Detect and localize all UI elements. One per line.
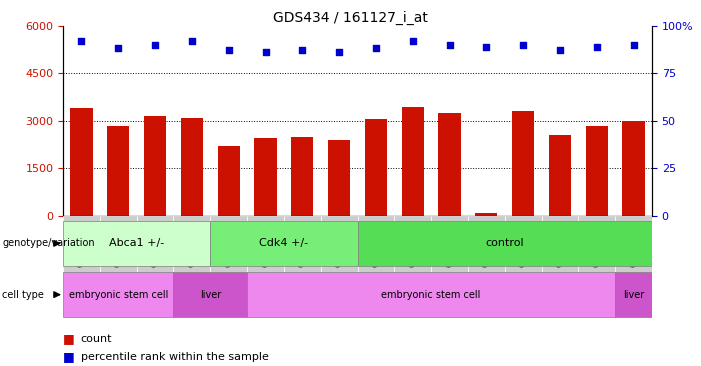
FancyBboxPatch shape xyxy=(505,216,542,274)
Text: liver: liver xyxy=(200,290,221,300)
Point xyxy=(517,42,529,48)
Text: embryonic stem cell: embryonic stem cell xyxy=(381,290,481,300)
Point xyxy=(444,42,455,48)
Point xyxy=(186,38,198,44)
Bar xyxy=(181,117,203,216)
Text: ■: ■ xyxy=(63,332,75,345)
FancyBboxPatch shape xyxy=(247,272,615,317)
FancyBboxPatch shape xyxy=(210,221,358,266)
Text: GSM9279: GSM9279 xyxy=(298,224,307,267)
Text: GSM9278: GSM9278 xyxy=(261,224,270,267)
Bar xyxy=(70,108,93,216)
Text: GSM9271: GSM9271 xyxy=(151,224,160,267)
FancyBboxPatch shape xyxy=(63,221,210,266)
Text: percentile rank within the sample: percentile rank within the sample xyxy=(81,352,268,362)
FancyBboxPatch shape xyxy=(174,216,210,274)
Point xyxy=(554,48,566,53)
FancyBboxPatch shape xyxy=(63,216,100,274)
FancyBboxPatch shape xyxy=(431,216,468,274)
Point xyxy=(223,48,234,53)
Text: count: count xyxy=(81,333,112,344)
FancyBboxPatch shape xyxy=(320,216,358,274)
Text: genotype/variation: genotype/variation xyxy=(2,238,95,249)
Text: GSM9273: GSM9273 xyxy=(408,224,417,267)
Text: GSM9272: GSM9272 xyxy=(372,224,381,267)
FancyBboxPatch shape xyxy=(394,216,431,274)
Text: GSM9275: GSM9275 xyxy=(482,224,491,267)
Text: GSM9270: GSM9270 xyxy=(114,224,123,267)
FancyBboxPatch shape xyxy=(137,216,174,274)
FancyBboxPatch shape xyxy=(247,216,284,274)
Point xyxy=(260,49,271,55)
Point xyxy=(334,49,345,55)
FancyBboxPatch shape xyxy=(578,216,615,274)
Point xyxy=(113,45,124,51)
FancyBboxPatch shape xyxy=(284,216,320,274)
Bar xyxy=(402,107,423,216)
Point xyxy=(481,44,492,49)
Text: GSM9269: GSM9269 xyxy=(77,224,86,267)
Bar xyxy=(292,137,313,216)
Text: GSM9282: GSM9282 xyxy=(629,224,638,267)
Point xyxy=(591,44,602,49)
Text: GSM9276: GSM9276 xyxy=(519,224,528,267)
Bar xyxy=(144,116,166,216)
FancyBboxPatch shape xyxy=(210,216,247,274)
Bar xyxy=(586,126,608,216)
FancyBboxPatch shape xyxy=(174,272,247,317)
Bar xyxy=(254,138,277,216)
Point xyxy=(297,48,308,53)
Text: embryonic stem cell: embryonic stem cell xyxy=(69,290,168,300)
FancyBboxPatch shape xyxy=(358,221,652,266)
Bar xyxy=(439,113,461,216)
FancyBboxPatch shape xyxy=(615,216,652,274)
Point xyxy=(370,45,381,51)
Text: Cdk4 +/-: Cdk4 +/- xyxy=(259,238,308,249)
Bar xyxy=(549,135,571,216)
Bar xyxy=(622,121,645,216)
Text: GSM9283: GSM9283 xyxy=(187,224,196,267)
FancyBboxPatch shape xyxy=(615,272,652,317)
Text: liver: liver xyxy=(623,290,644,300)
Point xyxy=(149,42,161,48)
FancyBboxPatch shape xyxy=(100,216,137,274)
Text: GDS434 / 161127_i_at: GDS434 / 161127_i_at xyxy=(273,11,428,25)
Point xyxy=(76,38,87,44)
FancyBboxPatch shape xyxy=(63,272,174,317)
Bar xyxy=(218,146,240,216)
Bar xyxy=(107,126,129,216)
FancyBboxPatch shape xyxy=(358,216,394,274)
Text: GSM9277: GSM9277 xyxy=(555,224,564,267)
Text: GSM9274: GSM9274 xyxy=(445,224,454,267)
Point xyxy=(407,38,418,44)
Bar xyxy=(365,119,387,216)
Bar xyxy=(328,140,350,216)
FancyBboxPatch shape xyxy=(542,216,578,274)
Text: GSM9284: GSM9284 xyxy=(224,224,233,267)
Bar xyxy=(475,213,498,216)
Bar xyxy=(512,111,534,216)
Point xyxy=(628,42,639,48)
Text: ■: ■ xyxy=(63,350,75,363)
Text: Abca1 +/-: Abca1 +/- xyxy=(109,238,164,249)
Text: control: control xyxy=(485,238,524,249)
Text: GSM9281: GSM9281 xyxy=(592,224,601,267)
Text: cell type: cell type xyxy=(2,290,44,300)
Text: GSM9280: GSM9280 xyxy=(334,224,343,267)
FancyBboxPatch shape xyxy=(468,216,505,274)
